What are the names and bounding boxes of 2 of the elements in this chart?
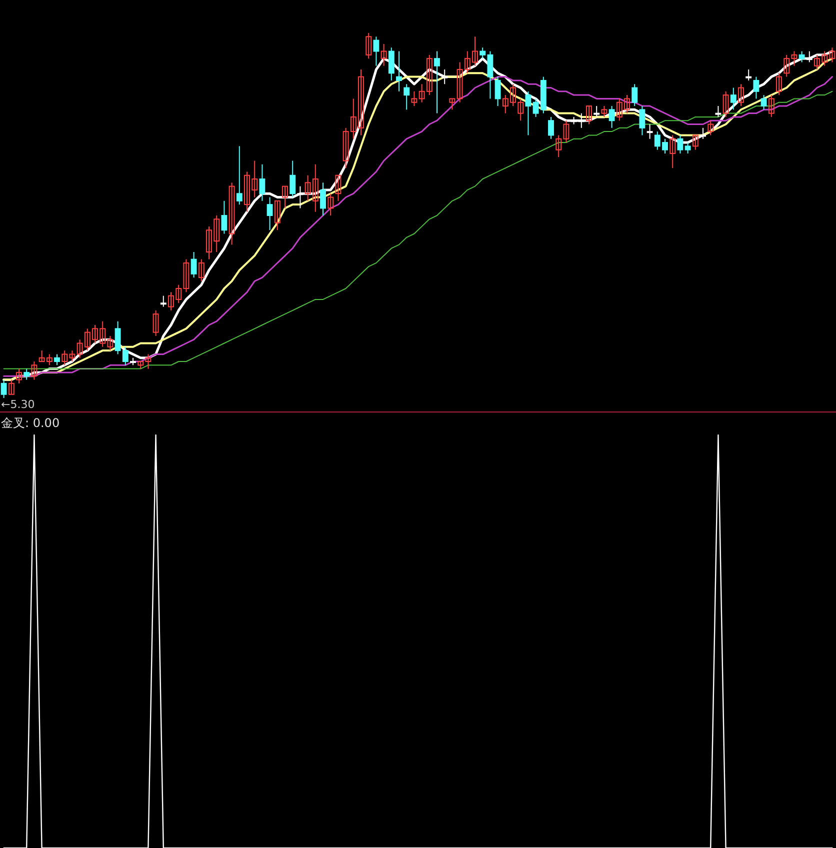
- annotation: ←5.30: [1, 398, 35, 411]
- title: 金叉: 0.00: [1, 416, 60, 430]
